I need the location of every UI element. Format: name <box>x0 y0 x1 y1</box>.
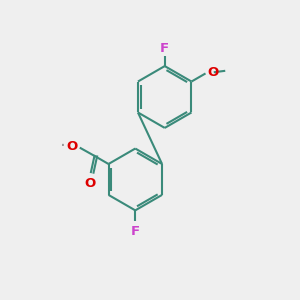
Text: O: O <box>84 177 95 190</box>
Text: F: F <box>131 225 140 239</box>
Text: O: O <box>207 66 218 79</box>
Text: F: F <box>160 42 169 55</box>
Text: O: O <box>66 140 77 153</box>
Text: ·: · <box>60 137 66 156</box>
